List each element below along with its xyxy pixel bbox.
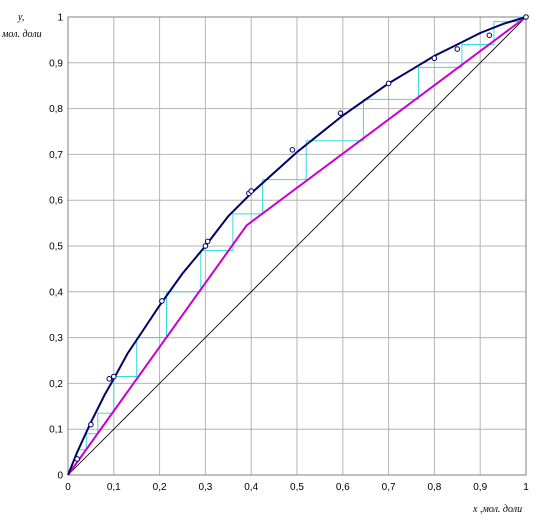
x-tick-label: 0: [65, 482, 71, 493]
experimental-point: [385, 80, 392, 87]
equilibrium-curve: [67, 16, 527, 476]
experimental-point: [431, 55, 438, 62]
experimental-point: [106, 376, 113, 382]
y-tick-label: 1: [57, 13, 63, 24]
y-tick-label: 0,5: [49, 242, 63, 253]
y-tick-label: 0,9: [49, 58, 63, 69]
experimental-points: [74, 14, 529, 462]
y-tick-label: 0,2: [49, 379, 63, 390]
x-tick-labels: 0 0,1 0,2 0,3 0,4 0,5 0,6 0,7 0,8 0,9 1: [65, 482, 529, 493]
experimental-point: [159, 298, 165, 304]
y-tick-label: 0,6: [49, 196, 63, 207]
x-tick-label: 0,6: [336, 482, 350, 493]
y-tick-label: 0,8: [49, 104, 63, 115]
x-tick-label: 0,3: [198, 482, 212, 493]
experimental-point: [454, 46, 461, 52]
experimental-point: [74, 456, 80, 462]
x-tick-label: 0,2: [153, 482, 167, 493]
mccabe-thiele-steps: [79, 16, 526, 451]
experimental-point: [204, 238, 211, 245]
x-tick-label: 0,8: [427, 482, 441, 493]
y-tick-label: 0: [57, 471, 63, 482]
y-axis-label-line1: y,: [17, 12, 24, 23]
experimental-point: [486, 32, 493, 39]
x-tick-label: 1: [523, 482, 529, 493]
y-tick-label: 0,1: [49, 425, 63, 436]
experimental-point: [202, 243, 209, 249]
experimental-point: [523, 14, 529, 20]
y-tick-label: 0,7: [49, 150, 63, 161]
plot-frame: [67, 16, 527, 476]
diagonal-line: [67, 16, 527, 476]
experimental-point: [248, 188, 254, 194]
x-axis-label: x ,мол. доли: [472, 504, 522, 515]
x-tick-label: 0,1: [107, 482, 121, 493]
y-tick-label: 0,4: [49, 287, 63, 298]
experimental-point: [289, 147, 296, 153]
x-tick-label: 0,5: [290, 482, 304, 493]
x-tick-label: 0,4: [244, 482, 258, 493]
experimental-point: [111, 373, 117, 380]
x-tick-label: 0,9: [473, 482, 487, 493]
operating-line: [67, 16, 527, 476]
experimental-point: [88, 421, 94, 428]
y-axis-label-line2: мол. доли: [1, 29, 42, 40]
experimental-point: [337, 110, 344, 116]
y-tick-label: 0,3: [49, 333, 63, 344]
y-tick-labels: 0 0,1 0,2 0,3 0,4 0,5 0,6 0,7 0,8 0,9 1: [49, 13, 63, 482]
x-tick-label: 0,7: [382, 482, 396, 493]
